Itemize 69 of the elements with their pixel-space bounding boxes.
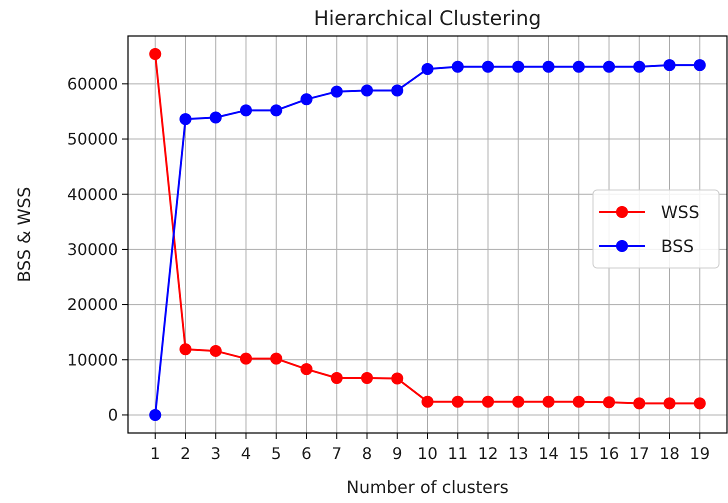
point — [391, 372, 404, 385]
x-tick-label: 8 — [362, 444, 372, 463]
point — [330, 372, 343, 384]
y-tick-label: 60000 — [67, 74, 118, 94]
point — [300, 93, 312, 106]
point — [512, 396, 524, 408]
x-tick-label: 14 — [538, 444, 559, 463]
x-tick-label: 9 — [392, 444, 402, 463]
point — [452, 396, 464, 408]
x-tick-label: 3 — [210, 444, 221, 463]
point — [360, 372, 373, 384]
x-tick-label: 4 — [240, 444, 252, 463]
x-tick-label: 10 — [417, 444, 438, 463]
point — [300, 363, 312, 376]
x-tick-label: 1 — [150, 444, 160, 463]
y-axis-title: BSS & WSS — [15, 186, 35, 282]
x-tick-label: 15 — [568, 444, 589, 463]
point — [633, 397, 646, 410]
x-tick-label: 17 — [629, 444, 650, 463]
point — [210, 112, 222, 124]
y-tick-label: 10000 — [67, 350, 118, 370]
point — [542, 396, 555, 408]
y-tick-label: 30000 — [67, 240, 118, 259]
point — [179, 113, 192, 126]
x-tick-label: 6 — [301, 444, 312, 463]
y-tick-label: 20000 — [67, 295, 118, 314]
x-tick-label: 16 — [598, 444, 620, 463]
point — [270, 352, 282, 365]
y-tick-label: 50000 — [67, 130, 118, 149]
point — [482, 60, 494, 73]
legend-label: WSS — [661, 202, 700, 223]
point — [422, 62, 434, 75]
point — [452, 60, 464, 73]
point — [149, 408, 162, 421]
point — [572, 396, 585, 408]
point — [603, 60, 616, 73]
point — [360, 84, 373, 96]
point — [240, 352, 252, 365]
point — [240, 104, 252, 116]
chart-title: Hierarchical Clustering — [314, 6, 542, 30]
point — [210, 344, 222, 357]
point — [391, 84, 404, 96]
point — [149, 48, 162, 60]
point — [482, 396, 494, 408]
point — [664, 59, 676, 72]
point — [512, 60, 524, 73]
x-tick-label: 11 — [448, 444, 468, 463]
point — [270, 104, 282, 116]
point — [633, 60, 646, 73]
x-axis-title: Number of clusters — [346, 478, 509, 498]
point — [664, 397, 676, 410]
x-tick-label: 7 — [332, 444, 342, 463]
x-tick-label: 12 — [478, 444, 498, 463]
x-tick-label: 2 — [180, 444, 191, 463]
point — [179, 343, 192, 356]
legend-label: BSS — [661, 236, 694, 257]
y-tick-label: 0 — [108, 406, 118, 425]
point — [542, 60, 555, 73]
x-tick-label: 19 — [690, 444, 710, 463]
x-tick-label: 5 — [271, 444, 282, 463]
y-tick-label: 40000 — [67, 184, 118, 204]
x-tick-label: 13 — [508, 444, 528, 463]
point — [422, 396, 434, 408]
point — [694, 59, 706, 72]
point — [330, 86, 343, 98]
point — [694, 397, 706, 410]
x-tick-label: 18 — [659, 444, 680, 463]
point — [603, 396, 616, 408]
point — [572, 60, 585, 73]
